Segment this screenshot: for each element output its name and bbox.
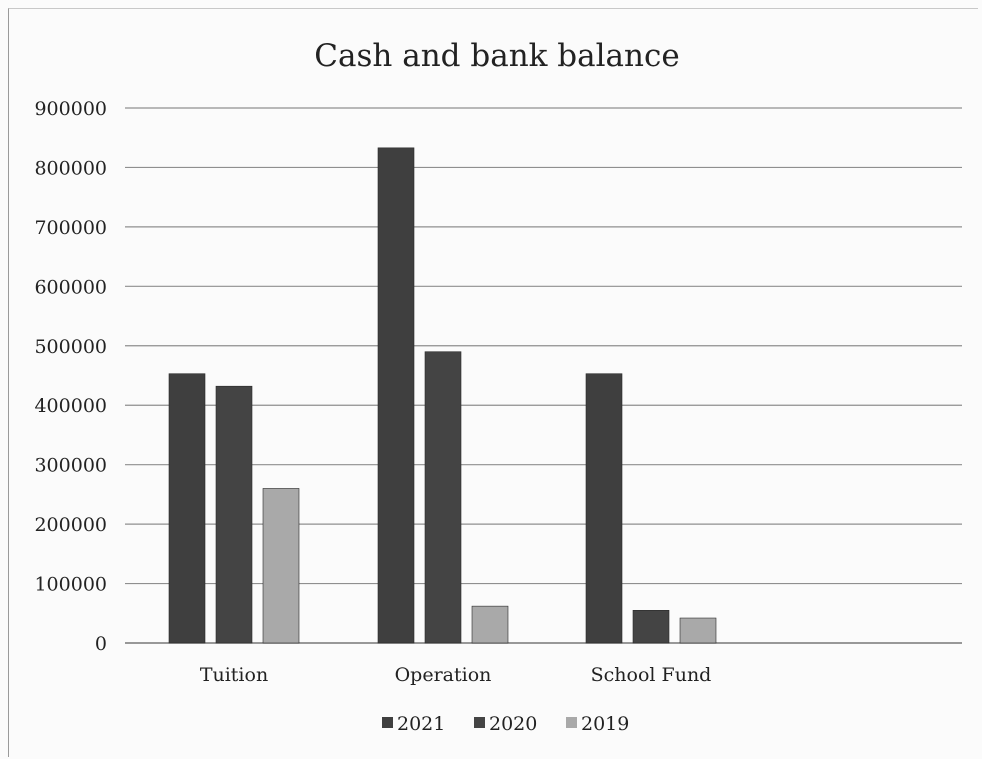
x-tick-label: Tuition — [200, 664, 268, 686]
legend-label: 2021 — [397, 713, 445, 735]
x-tick-label: Operation — [395, 664, 492, 686]
bars — [168, 147, 717, 644]
x-tick-label: School Fund — [591, 664, 712, 686]
y-tick-label: 800000 — [34, 157, 107, 179]
legend-label: 2019 — [581, 713, 629, 735]
y-tick-label: 300000 — [34, 455, 107, 477]
bar-2021-operation — [377, 147, 415, 644]
y-tick-label: 600000 — [34, 276, 107, 298]
legend: 2021 2020 2019 — [382, 713, 629, 735]
y-tick-label: 900000 — [34, 98, 107, 120]
y-tick-label: 500000 — [34, 336, 107, 358]
legend-swatch — [382, 717, 393, 728]
chart-frame — [8, 8, 978, 757]
bar-2020-tuition — [215, 385, 253, 644]
legend-swatch — [566, 717, 577, 728]
legend-label: 2020 — [489, 713, 537, 735]
y-tick-label: 400000 — [34, 395, 107, 417]
grid-layer — [125, 107, 962, 644]
bar-2019-operation — [471, 605, 509, 644]
y-tick-label: 200000 — [34, 514, 107, 536]
bar-2019-tuition — [262, 488, 300, 644]
y-tick-label: 0 — [95, 633, 107, 655]
y-axis-ticks: 0 100000 200000 300000 400000 500000 600000 700… — [34, 98, 107, 655]
bar-2021-school-fund — [585, 373, 623, 644]
bar-2020-operation — [424, 351, 462, 644]
bar-2020-school-fund — [632, 610, 670, 644]
y-tick-label: 100000 — [34, 574, 107, 596]
chart-title: Cash and bank balance — [314, 38, 679, 74]
legend-swatch — [474, 717, 485, 728]
bar-2019-school-fund — [679, 617, 717, 644]
y-tick-label: 700000 — [34, 217, 107, 239]
bar-2021-tuition — [168, 373, 206, 644]
x-axis-ticks: Tuition Operation School Fund — [200, 664, 712, 686]
